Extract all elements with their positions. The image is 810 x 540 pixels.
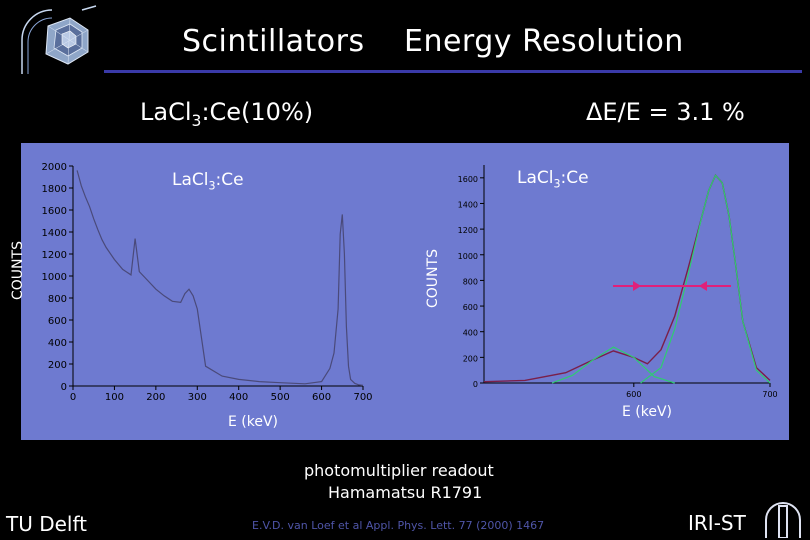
right-plot-label-suffix: :Ce: [560, 168, 589, 188]
right-series: [483, 174, 771, 384]
readout-line-2: Hamamatsu R1791: [328, 483, 483, 502]
footer-department: IRI-ST: [688, 511, 746, 535]
right-plot-label-prefix: LaCl: [517, 168, 554, 188]
left-y-tick-label: 200: [48, 360, 67, 371]
left-series-0: [76, 170, 364, 386]
fwhm-arrowhead-right: [699, 281, 707, 291]
left-x-tick-label: 600: [312, 392, 331, 403]
left-y-tick-label: 1600: [42, 206, 67, 217]
fwhm-arrowhead-left: [633, 281, 641, 291]
left-y-tick-label: 0: [61, 382, 67, 393]
left-plot-label: LaCl3:Ce: [172, 170, 244, 192]
left-y-tick-label: 2000: [42, 162, 67, 173]
compound-label: LaCl3:Ce(10%): [140, 98, 313, 130]
left-y-tick-label: 1800: [42, 184, 67, 195]
footer-institution: TU Delft: [6, 512, 88, 536]
right-plot-label: LaCl3:Ce: [517, 168, 589, 190]
left-x-tick-label: 400: [229, 392, 248, 403]
right-y-tick-label: 1600: [458, 175, 478, 184]
compound-subscript: 3: [191, 111, 202, 130]
right-y-axis-label: COUNTS: [425, 249, 441, 308]
left-series: [76, 170, 364, 386]
plot-panel: [21, 143, 789, 440]
left-axes: 0 200 400 600 800 1000 1200 1400 1600 1800 2000 0 10…: [42, 162, 373, 403]
right-y-tick-label: 1000: [458, 252, 478, 261]
right-y-tick-label: 0: [473, 380, 478, 389]
right-x-axis-label: E (keV): [622, 404, 673, 420]
left-x-tick-label: 200: [146, 392, 165, 403]
right-y-tick-label: 1400: [458, 200, 478, 209]
right-y-tick-label: 1200: [458, 226, 478, 235]
left-y-tick-label: 1000: [42, 272, 67, 283]
right-plot-label-sub: 3: [553, 177, 561, 191]
left-x-tick-label: 700: [353, 392, 372, 403]
left-x-tick-label: 500: [271, 392, 290, 403]
readout-line-1: photomultiplier readout: [304, 461, 494, 480]
right-y-tick-label: 600: [463, 303, 478, 312]
left-y-axis-label: COUNTS: [10, 241, 26, 300]
left-y-tick-label: 400: [48, 338, 67, 349]
left-x-tick-label: 0: [70, 392, 76, 403]
left-x-tick-label: 100: [105, 392, 124, 403]
right-y-tick-label: 400: [463, 329, 478, 338]
title-underline: [104, 70, 802, 73]
left-plot-label-prefix: LaCl: [172, 170, 209, 190]
left-x-tick-label: 300: [188, 392, 207, 403]
left-plot-label-suffix: :Ce: [215, 170, 244, 190]
footer-reference: E.V.D. van Loef et al Appl. Phys. Lett. …: [252, 519, 545, 532]
right-y-tick-label: 800: [463, 277, 478, 286]
right-series-2: [640, 174, 771, 384]
right-axes: 0 200 400 600 800 1000 1200 1400 1600 600 700: [458, 165, 778, 399]
right-y-tick-label: 200: [463, 354, 478, 363]
compound-prefix: LaCl: [140, 98, 192, 126]
left-y-tick-label: 800: [48, 294, 67, 305]
compound-suffix: :Ce(10%): [201, 98, 314, 126]
radiation-technology-logo: [21, 5, 97, 74]
left-y-tick-label: 1400: [42, 228, 67, 239]
left-y-tick-label: 1200: [42, 250, 67, 261]
left-x-axis-label: E (keV): [228, 414, 279, 430]
energy-resolution-value: ΔE/E = 3.1 %: [586, 98, 745, 126]
title-right: Energy Resolution: [404, 24, 684, 59]
title-left: Scintillators: [182, 24, 365, 59]
left-y-tick-label: 600: [48, 316, 67, 327]
right-x-tick-label: 700: [762, 390, 777, 399]
right-x-tick-label: 600: [626, 390, 641, 399]
right-series-1: [551, 346, 675, 384]
iri-reactor-icon: [765, 502, 801, 538]
fwhm-arrow: [613, 281, 731, 291]
left-plot-label-sub: 3: [208, 179, 216, 193]
